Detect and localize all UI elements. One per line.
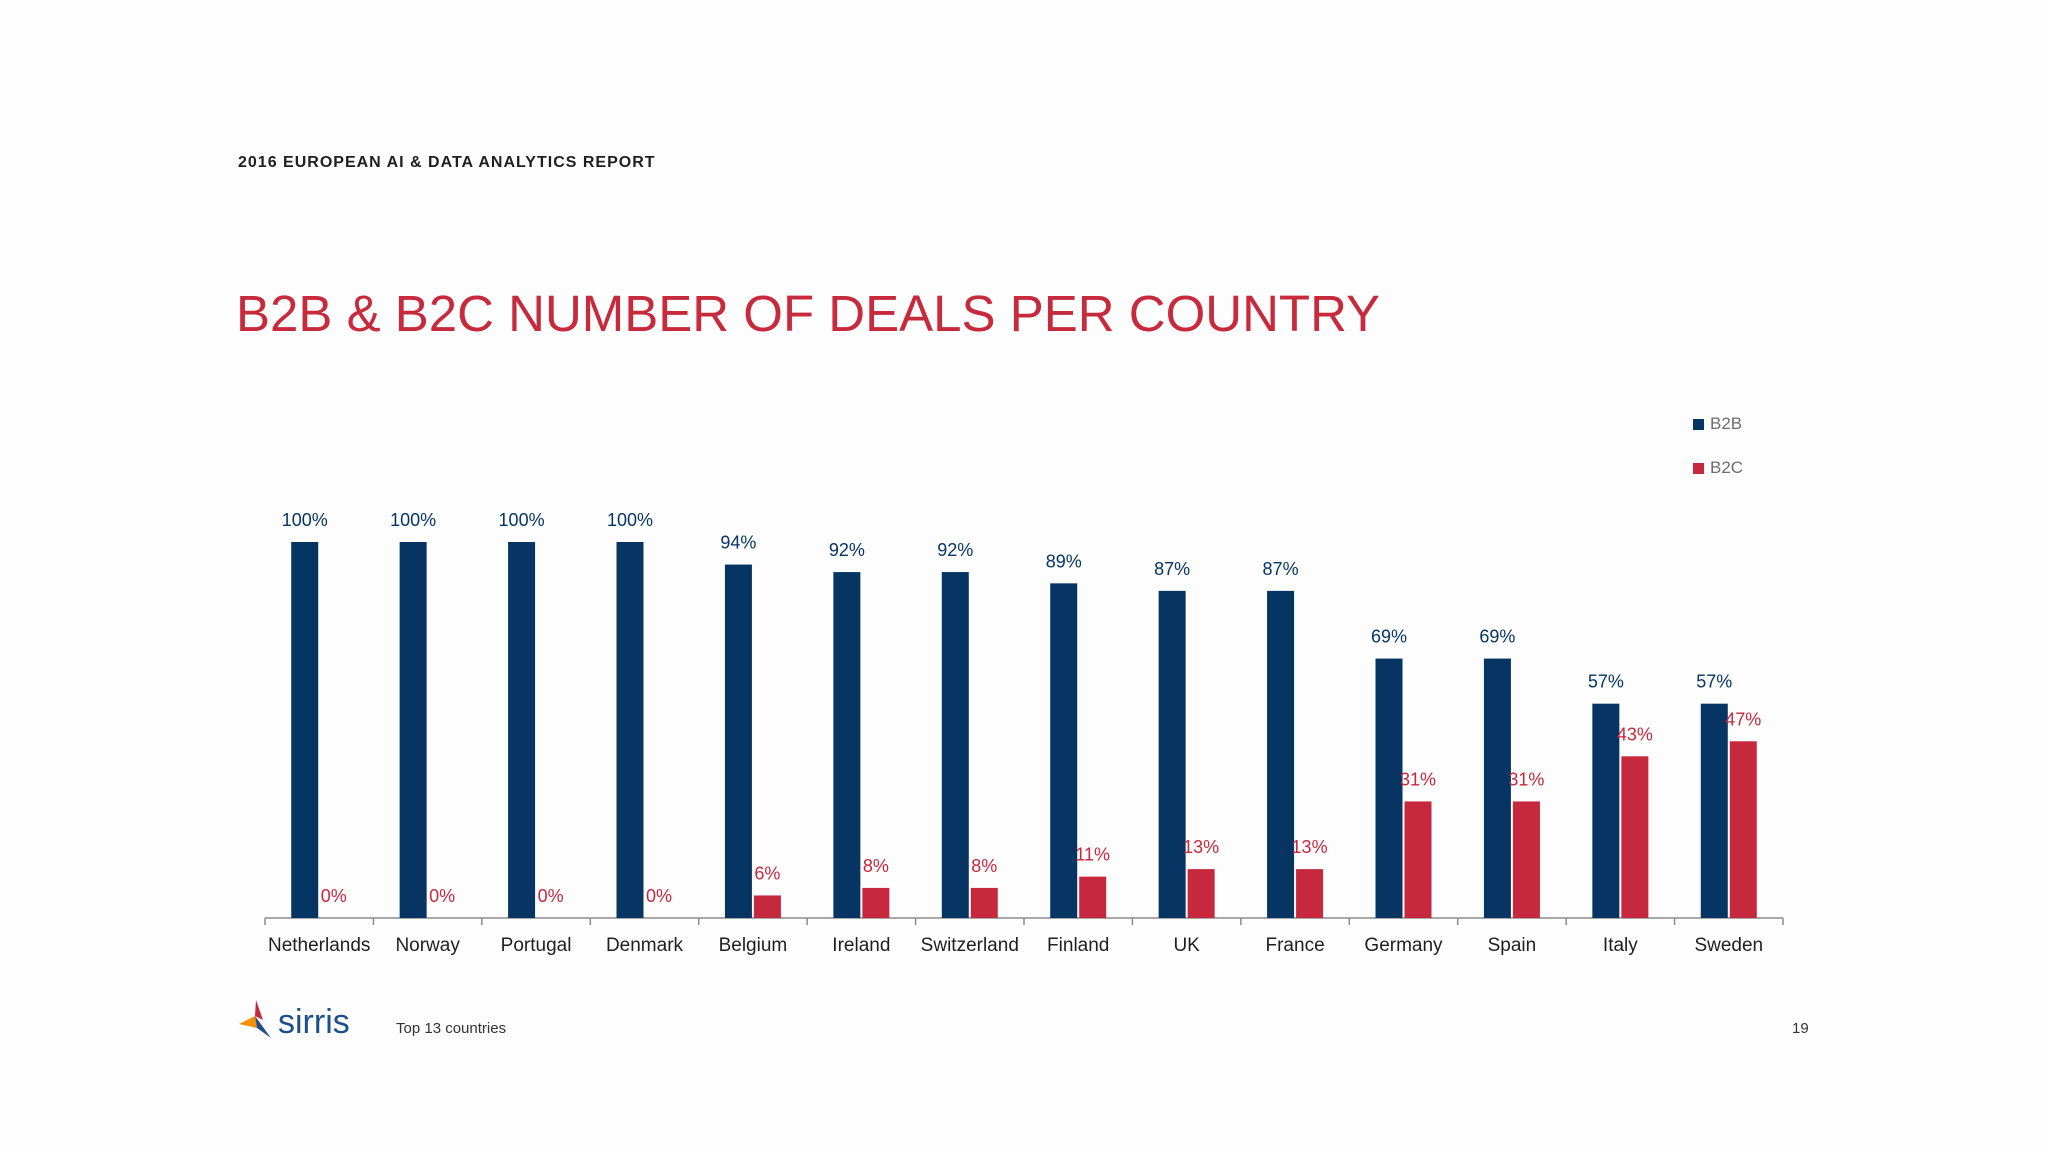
bar-b2b-netherlands [291,542,319,918]
data-label-b2b: 100% [390,510,436,530]
bar-b2b-germany [1375,658,1403,918]
data-label-b2c: 0% [429,886,455,906]
x-tick-label: Netherlands [268,935,370,956]
legend-item-b2c: B2C [1693,457,1743,479]
bar-b2b-sweden [1700,703,1728,918]
bar-b2b-norway [399,542,427,918]
x-tick-label: Portugal [501,935,572,956]
x-tick-label: Switzerland [921,935,1019,956]
legend-swatch-b2c [1693,462,1704,474]
sirris-logo-icon [239,1000,271,1038]
sirris-logo: sirris [236,998,350,1046]
bar-b2c-finland [1079,876,1107,918]
data-label-b2c: 0% [538,886,564,906]
data-label-b2b: 57% [1696,672,1732,692]
bar-b2c-switzerland [970,887,998,918]
legend-label-b2c: B2C [1710,458,1744,477]
data-label-b2b: 87% [1263,559,1299,579]
bar-b2b-belgium [724,564,752,918]
bar-b2c-sweden [1729,741,1757,918]
legend-swatch-b2b [1693,418,1704,430]
data-label-b2c: 6% [754,863,780,883]
x-tick-label: Norway [395,935,460,956]
data-label-b2b: 100% [282,510,328,530]
legend-label-b2b: B2B [1710,414,1743,433]
data-label-b2c: 0% [646,886,672,906]
x-tick-label: Sweden [1694,935,1763,956]
data-label-b2b: 94% [720,533,756,553]
data-label-b2c: 8% [971,856,997,876]
data-label-b2c: 0% [321,886,347,906]
bar-b2c-belgium [753,895,781,918]
data-label-b2b: 89% [1046,551,1082,571]
data-label-b2c: 13% [1183,837,1219,857]
data-label-b2c: 13% [1292,837,1328,857]
bar-b2b-uk [1158,590,1186,918]
footer-note: Top 13 countries [396,1020,507,1037]
bar-b2c-uk [1187,869,1215,918]
x-tick-label: Denmark [606,935,684,956]
bar-b2b-spain [1483,658,1511,918]
chart-legend: B2B B2C [1693,413,1743,501]
data-label-b2b: 57% [1588,672,1624,692]
data-label-b2b: 87% [1154,559,1190,579]
x-tick-label: Spain [1488,935,1537,956]
bar-b2c-germany [1404,801,1432,918]
data-label-b2c: 11% [1075,845,1110,865]
data-label-b2b: 92% [937,540,973,560]
report-header: 2016 EUROPEAN AI & DATA ANALYTICS REPORT [238,154,656,171]
data-label-b2c: 43% [1617,724,1653,744]
bar-b2c-italy [1621,756,1649,918]
data-label-b2b: 100% [499,510,545,530]
x-tick-label: Germany [1364,935,1443,956]
bar-b2c-france [1296,869,1324,918]
x-tick-label: UK [1173,935,1200,956]
data-label-b2c: 47% [1725,709,1761,729]
logo-text: sirris [278,1002,350,1041]
bar-b2b-italy [1592,703,1620,918]
bar-b2b-ireland [833,572,861,918]
bar-b2b-denmark [616,542,644,918]
data-label-b2c: 31% [1508,769,1544,789]
bar-b2b-france [1267,590,1295,918]
legend-item-b2b: B2B [1693,413,1743,435]
data-label-b2c: 31% [1400,769,1436,789]
data-label-b2b: 69% [1479,627,1515,647]
slide-title: B2B & B2C NUMBER OF DEALS PER COUNTRY [236,285,1380,342]
bar-b2c-spain [1512,801,1540,918]
data-label-b2c: 8% [863,856,889,876]
bar-b2b-finland [1050,583,1078,918]
x-tick-label: Italy [1603,935,1638,956]
x-tick-label: France [1266,935,1325,956]
x-tick-label: Ireland [832,935,890,956]
x-tick-label: Belgium [719,935,788,956]
bar-b2b-portugal [508,542,536,918]
data-label-b2b: 92% [829,540,865,560]
data-label-b2b: 69% [1371,627,1407,647]
bar-b2c-ireland [862,887,890,918]
data-label-b2b: 100% [607,510,653,530]
page-number: 19 [1792,1020,1809,1037]
bar-b2b-switzerland [941,572,969,918]
x-tick-label: Finland [1047,935,1109,956]
